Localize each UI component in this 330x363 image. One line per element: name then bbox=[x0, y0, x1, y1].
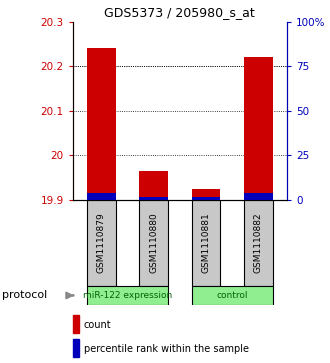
Bar bbox=[87, 193, 116, 200]
Bar bbox=[192, 188, 220, 200]
Bar bbox=[87, 286, 168, 305]
Bar bbox=[87, 49, 116, 200]
Text: GSM1110880: GSM1110880 bbox=[149, 212, 158, 273]
Bar bbox=[244, 193, 273, 200]
Text: GSM1110881: GSM1110881 bbox=[202, 212, 211, 273]
Text: GSM1110882: GSM1110882 bbox=[254, 212, 263, 273]
Text: protocol: protocol bbox=[2, 290, 47, 301]
Text: control: control bbox=[216, 291, 248, 300]
Bar bbox=[192, 200, 220, 286]
Bar bbox=[244, 57, 273, 200]
Bar bbox=[192, 286, 273, 305]
Text: miR-122 expression: miR-122 expression bbox=[83, 291, 172, 300]
Text: count: count bbox=[84, 321, 112, 330]
Text: GSM1110879: GSM1110879 bbox=[97, 212, 106, 273]
Bar bbox=[192, 197, 220, 200]
Title: GDS5373 / 205980_s_at: GDS5373 / 205980_s_at bbox=[105, 6, 255, 19]
Bar bbox=[139, 171, 168, 200]
Bar bbox=[73, 315, 80, 333]
Bar bbox=[139, 200, 168, 286]
Bar bbox=[244, 200, 273, 286]
Bar bbox=[139, 197, 168, 200]
Text: percentile rank within the sample: percentile rank within the sample bbox=[84, 344, 249, 354]
Bar bbox=[87, 200, 116, 286]
Bar bbox=[73, 339, 80, 357]
